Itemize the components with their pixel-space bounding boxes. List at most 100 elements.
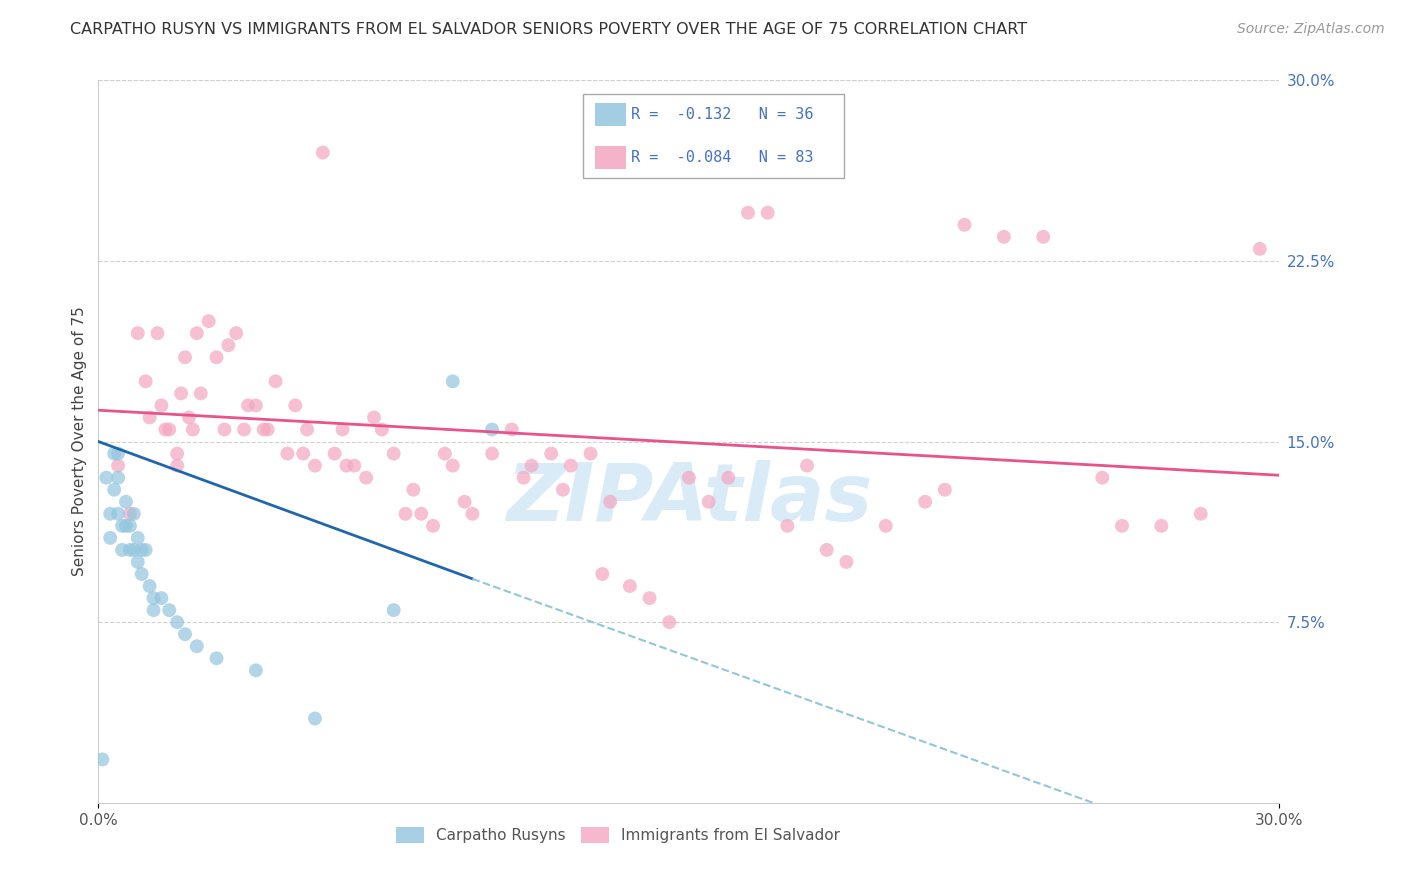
Point (127, 326, 149, 340)
Point (190, 386, 212, 401)
Point (560, 458, 582, 473)
Point (394, 507, 416, 521)
Point (115, 518, 138, 533)
Point (697, 494, 720, 508)
Point (717, 470, 740, 484)
Text: ZIPAtlas: ZIPAtlas (506, 460, 872, 539)
Point (107, 470, 129, 484)
Text: CARPATHO RUSYN VS IMMIGRANTS FROM EL SALVADOR SENIORS POVERTY OVER THE AGE OF 75: CARPATHO RUSYN VS IMMIGRANTS FROM EL SAL… (70, 22, 1028, 37)
Point (312, 145, 335, 160)
Point (115, 494, 138, 508)
Point (107, 458, 129, 473)
Point (170, 386, 193, 401)
Point (382, 446, 405, 460)
Point (91, 752, 114, 766)
Point (98, 531, 121, 545)
Point (371, 422, 394, 436)
Point (441, 458, 464, 473)
Point (142, 603, 165, 617)
Point (118, 507, 141, 521)
Point (166, 446, 188, 460)
Point (177, 410, 200, 425)
Point (103, 446, 125, 460)
Point (146, 326, 169, 340)
Point (402, 483, 425, 497)
Point (256, 422, 278, 436)
Point (756, 205, 779, 219)
Point (433, 446, 456, 460)
Point (138, 410, 160, 425)
Point (1150, 518, 1173, 533)
Point (914, 494, 936, 508)
Point (284, 398, 307, 412)
Point (96, 470, 118, 484)
Point (441, 374, 464, 388)
Point (875, 518, 897, 533)
Point (142, 591, 165, 605)
Point (225, 326, 247, 340)
Point (236, 398, 259, 412)
Point (343, 458, 366, 473)
Text: R =  -0.084   N = 83: R = -0.084 N = 83 (631, 150, 814, 165)
Point (107, 446, 129, 460)
Point (135, 374, 157, 388)
Point (354, 470, 377, 484)
Point (323, 446, 346, 460)
Point (214, 422, 236, 436)
Point (233, 422, 256, 436)
Point (332, 422, 354, 436)
Point (150, 398, 173, 412)
Point (835, 555, 858, 569)
Text: R =  -0.132   N = 36: R = -0.132 N = 36 (631, 107, 814, 122)
Point (103, 483, 125, 497)
Point (520, 458, 543, 473)
Point (138, 579, 160, 593)
Point (540, 446, 562, 460)
Point (304, 712, 326, 726)
Point (186, 639, 208, 653)
Point (295, 422, 318, 436)
Point (796, 458, 818, 473)
Point (122, 542, 145, 557)
Point (599, 494, 621, 508)
Point (638, 591, 661, 605)
Point (118, 542, 141, 557)
Point (157, 422, 180, 436)
Legend: Carpatho Rusyns, Immigrants from El Salvador: Carpatho Rusyns, Immigrants from El Salv… (391, 822, 846, 849)
Point (658, 615, 681, 630)
Point (111, 542, 134, 557)
Point (304, 458, 326, 473)
Point (253, 422, 276, 436)
Point (155, 422, 177, 436)
Point (127, 531, 149, 545)
Point (1111, 518, 1133, 533)
Point (993, 230, 1015, 244)
Point (453, 494, 475, 508)
Point (1249, 242, 1271, 256)
Point (264, 374, 287, 388)
Point (174, 627, 197, 641)
Point (422, 518, 444, 533)
Point (481, 422, 503, 436)
Point (579, 446, 602, 460)
Point (107, 507, 129, 521)
Point (276, 446, 298, 460)
Point (245, 664, 267, 678)
Point (131, 542, 153, 557)
Point (1189, 507, 1212, 521)
Point (953, 218, 976, 232)
Point (205, 651, 228, 665)
Point (292, 446, 315, 460)
Point (619, 579, 641, 593)
Point (174, 350, 197, 364)
Point (181, 422, 204, 436)
Point (197, 314, 219, 328)
Point (551, 483, 574, 497)
Point (131, 567, 153, 582)
Point (934, 483, 956, 497)
Point (591, 567, 613, 582)
Point (678, 470, 700, 484)
Point (245, 398, 267, 412)
Point (776, 518, 799, 533)
Point (166, 615, 188, 630)
